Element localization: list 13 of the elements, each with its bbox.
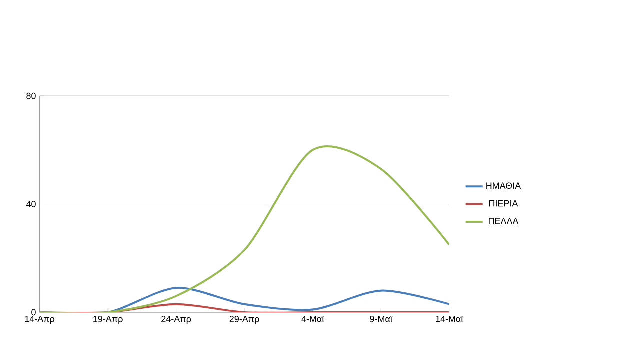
y-tick-label: 0 xyxy=(32,309,36,316)
x-tick-label: 4-Μαϊ xyxy=(302,316,324,322)
legend-label: ΠΙΕΡΙΑ xyxy=(490,200,518,207)
x-tick-label: 29-Απρ xyxy=(230,316,260,324)
x-tick-label: 14-Μαϊ xyxy=(436,316,464,322)
y-tick-label: 40 xyxy=(26,201,36,208)
legend-label: ΠΕΛΛΑ xyxy=(488,218,519,224)
y-tick-label: 80 xyxy=(26,92,36,100)
x-tick-label: 14-Απρ xyxy=(25,316,55,324)
x-tick-label: 19-Απρ xyxy=(94,316,123,324)
x-tick-label: 9-Μαϊ xyxy=(370,316,393,322)
legend-label: ΗΜΑΘΙΑ xyxy=(486,182,522,190)
x-tick-label: 24-Απρ xyxy=(162,316,192,324)
